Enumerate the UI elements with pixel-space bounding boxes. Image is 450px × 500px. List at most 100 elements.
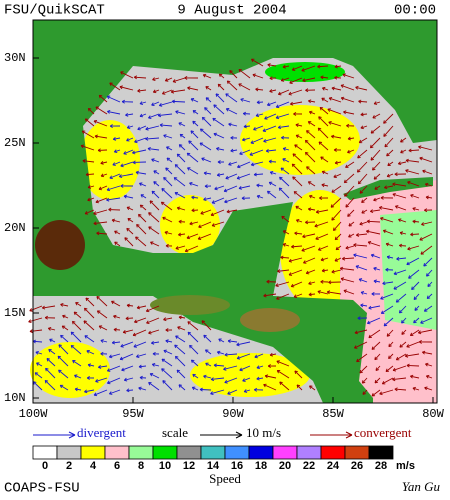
wind-arrow-head bbox=[400, 149, 404, 154]
wind-arrow-head bbox=[303, 260, 307, 264]
wind-arrow-head bbox=[225, 175, 229, 180]
wind-arrow-head bbox=[334, 75, 338, 80]
wind-arrow-head bbox=[93, 211, 97, 216]
wind-arrow-head bbox=[305, 88, 309, 93]
wind-arrow bbox=[306, 166, 316, 175]
wind-arrow bbox=[202, 116, 212, 127]
wind-arrow bbox=[309, 195, 316, 199]
wind-arrow bbox=[82, 130, 95, 139]
wind-arrow-head bbox=[242, 137, 246, 142]
wind-arrow-head bbox=[120, 163, 124, 168]
wind-arrow-head bbox=[29, 329, 33, 334]
wind-arrow bbox=[187, 331, 199, 343]
wind-arrow bbox=[331, 87, 342, 91]
wind-arrow-head bbox=[108, 207, 112, 212]
wind-arrow-head bbox=[174, 344, 178, 349]
legend-arrow-head bbox=[345, 431, 353, 439]
colorbar-box bbox=[200, 445, 226, 460]
colorbar-tick: 22 bbox=[303, 460, 315, 472]
wind-arrow bbox=[204, 107, 212, 115]
wind-arrow-head bbox=[278, 91, 282, 96]
scale-arrow-head bbox=[235, 431, 243, 439]
wind-arrow bbox=[385, 365, 394, 372]
wind-arrow-head bbox=[152, 351, 156, 356]
wind-arrow bbox=[60, 334, 69, 343]
wind-arrow-head bbox=[279, 381, 283, 385]
wind-arrow bbox=[148, 329, 160, 334]
wind-arrow bbox=[86, 350, 95, 355]
wind-arrow bbox=[111, 219, 121, 223]
wind-arrow-head bbox=[146, 320, 150, 325]
wind-arrow-head bbox=[252, 73, 256, 78]
wind-arrow-head bbox=[213, 132, 217, 137]
wind-arrow-head bbox=[320, 75, 324, 80]
wind-arrow bbox=[269, 181, 277, 187]
wind-arrow-head bbox=[119, 85, 123, 90]
wind-arrow-head bbox=[302, 234, 306, 239]
wind-arrow-head bbox=[108, 354, 113, 359]
colorbar-tick: 12 bbox=[183, 460, 195, 472]
wind-arrow bbox=[405, 169, 420, 175]
lat-label: 25N bbox=[4, 136, 26, 150]
wind-arrow-head bbox=[151, 190, 156, 195]
wind-arrow bbox=[239, 149, 251, 155]
colorbar-tick: 18 bbox=[255, 460, 267, 472]
wind-arrow-head bbox=[291, 67, 296, 71]
wind-arrow-head bbox=[295, 205, 299, 210]
wind-arrow bbox=[251, 161, 264, 166]
wind-arrow bbox=[187, 87, 199, 91]
wind-arrow-head bbox=[197, 236, 202, 240]
wind-arrow bbox=[266, 149, 277, 152]
wind-arrow bbox=[359, 365, 368, 374]
wind-arrow bbox=[251, 58, 264, 67]
wind-arrow-head bbox=[74, 387, 79, 392]
wind-arrow-head bbox=[138, 386, 142, 391]
wind-arrow-head bbox=[177, 326, 181, 330]
yellow-zone bbox=[160, 195, 220, 255]
wind-arrow bbox=[422, 351, 433, 355]
colorbar-tick: 4 bbox=[90, 460, 97, 472]
wind-arrow-head bbox=[120, 343, 124, 348]
wind-arrow-head bbox=[357, 154, 361, 159]
wind-arrow bbox=[200, 209, 212, 215]
wind-arrow bbox=[236, 173, 251, 180]
wind-arrow bbox=[379, 389, 394, 395]
wind-arrow bbox=[342, 74, 355, 79]
wind-arrow bbox=[292, 65, 303, 71]
scale-value: 10 m/s bbox=[246, 425, 281, 440]
wind-arrow bbox=[347, 149, 355, 154]
wind-arrow-head bbox=[304, 151, 309, 156]
wind-arrow bbox=[166, 157, 173, 163]
wind-arrow-head bbox=[202, 73, 207, 78]
wind-arrow-head bbox=[148, 226, 152, 230]
wind-arrow-head bbox=[98, 365, 102, 369]
wind-arrow-head bbox=[264, 116, 268, 120]
wind-arrow bbox=[283, 148, 290, 151]
wind-arrow bbox=[191, 196, 199, 199]
wind-arrow bbox=[113, 137, 121, 140]
wind-arrow-head bbox=[125, 112, 129, 117]
wind-arrow-head bbox=[395, 205, 399, 209]
wind-arrow bbox=[412, 387, 420, 391]
wind-arrow-head bbox=[124, 237, 128, 241]
wind-arrow-head bbox=[59, 384, 64, 389]
wind-arrow bbox=[239, 365, 251, 371]
wind-arrow bbox=[33, 381, 43, 391]
wind-arrow-head bbox=[307, 207, 312, 212]
wind-arrow-head bbox=[293, 112, 297, 116]
wind-arrow-head bbox=[317, 247, 322, 251]
wind-arrow bbox=[74, 374, 82, 379]
wind-arrow bbox=[85, 118, 95, 127]
wind-arrow bbox=[93, 120, 108, 127]
wind-arrow-head bbox=[136, 224, 140, 228]
wind-arrow-head bbox=[314, 223, 318, 228]
wind-arrow-head bbox=[241, 196, 245, 201]
wind-arrow-head bbox=[320, 156, 324, 160]
wind-arrow bbox=[166, 146, 173, 151]
wind-arrow bbox=[33, 340, 43, 343]
wind-arrow-head bbox=[236, 355, 241, 360]
wind-arrow-head bbox=[152, 89, 157, 94]
wind-arrow-head bbox=[419, 156, 423, 161]
wind-arrow bbox=[329, 97, 342, 103]
wind-arrow-head bbox=[174, 355, 179, 360]
